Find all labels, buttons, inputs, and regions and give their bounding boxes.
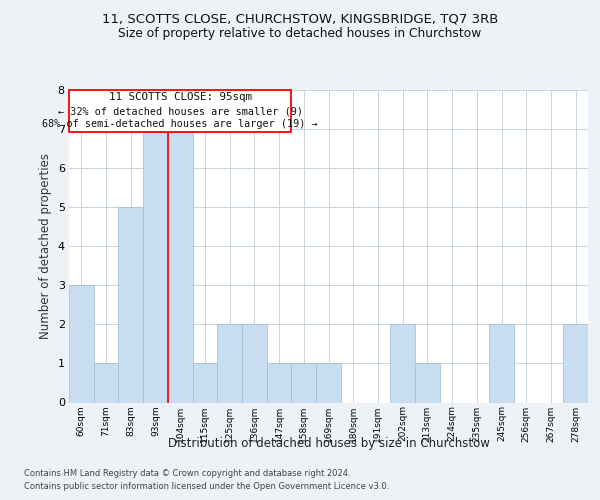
Text: 68% of semi-detached houses are larger (19) →: 68% of semi-detached houses are larger (… bbox=[43, 119, 318, 129]
FancyBboxPatch shape bbox=[70, 90, 291, 132]
Bar bbox=[267, 364, 292, 403]
Bar bbox=[118, 207, 143, 402]
Bar bbox=[415, 364, 440, 403]
Bar bbox=[143, 129, 168, 402]
Bar bbox=[168, 129, 193, 402]
Text: Contains public sector information licensed under the Open Government Licence v3: Contains public sector information licen… bbox=[24, 482, 389, 491]
Bar bbox=[292, 364, 316, 403]
Bar bbox=[390, 324, 415, 402]
Text: ← 32% of detached houses are smaller (9): ← 32% of detached houses are smaller (9) bbox=[58, 106, 303, 117]
Text: Contains HM Land Registry data © Crown copyright and database right 2024.: Contains HM Land Registry data © Crown c… bbox=[24, 469, 350, 478]
Bar bbox=[563, 324, 588, 402]
Bar bbox=[69, 286, 94, 403]
Bar bbox=[193, 364, 217, 403]
Text: Distribution of detached houses by size in Churchstow: Distribution of detached houses by size … bbox=[168, 438, 490, 450]
Bar bbox=[217, 324, 242, 402]
Bar bbox=[242, 324, 267, 402]
Bar bbox=[316, 364, 341, 403]
Y-axis label: Number of detached properties: Number of detached properties bbox=[39, 153, 52, 339]
Bar bbox=[489, 324, 514, 402]
Text: 11, SCOTTS CLOSE, CHURCHSTOW, KINGSBRIDGE, TQ7 3RB: 11, SCOTTS CLOSE, CHURCHSTOW, KINGSBRIDG… bbox=[102, 12, 498, 26]
Text: 11 SCOTTS CLOSE: 95sqm: 11 SCOTTS CLOSE: 95sqm bbox=[109, 92, 252, 102]
Text: Size of property relative to detached houses in Churchstow: Size of property relative to detached ho… bbox=[118, 28, 482, 40]
Bar bbox=[94, 364, 118, 403]
